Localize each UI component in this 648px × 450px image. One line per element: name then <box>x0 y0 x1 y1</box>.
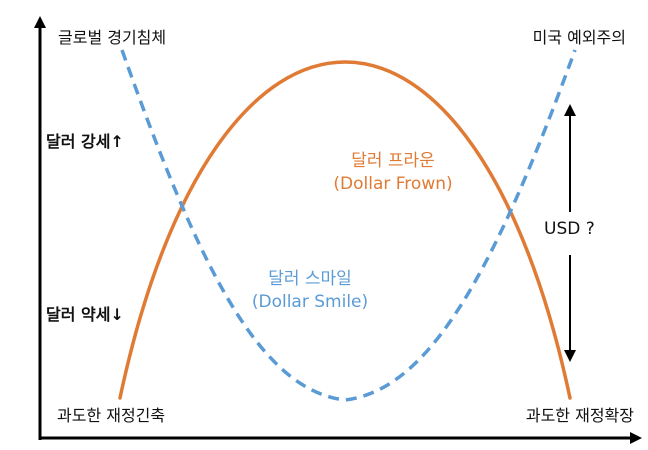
label-strong-dollar: 달러 강세↑ <box>46 132 124 151</box>
dollar-frown-name-ko: 달러 프라운 <box>351 151 435 171</box>
dollar-smile-name-ko: 달러 스마일 <box>268 269 352 289</box>
label-us-exceptionalism: 미국 예외주의 <box>532 28 626 47</box>
label-global-recession: 글로벌 경기침체 <box>58 28 167 47</box>
label-excessive-austerity: 과도한 재정긴축 <box>57 406 166 425</box>
label-weak-dollar: 달러 약세↓ <box>46 305 124 324</box>
dollar-frown-label: 달러 프라운 (Dollar Frown) <box>313 150 473 196</box>
label-usd-question: USD ? <box>544 219 595 239</box>
dollar-frown-name-en: (Dollar Frown) <box>333 174 453 194</box>
dollar-smile-label: 달러 스마일 (Dollar Smile) <box>230 268 390 314</box>
label-excessive-fiscal-expansion: 과도한 재정확장 <box>525 406 634 425</box>
dollar-smile-name-en: (Dollar Smile) <box>251 292 369 312</box>
dollar-frown-curve <box>118 60 572 400</box>
dollar-smile-curve <box>120 49 577 402</box>
